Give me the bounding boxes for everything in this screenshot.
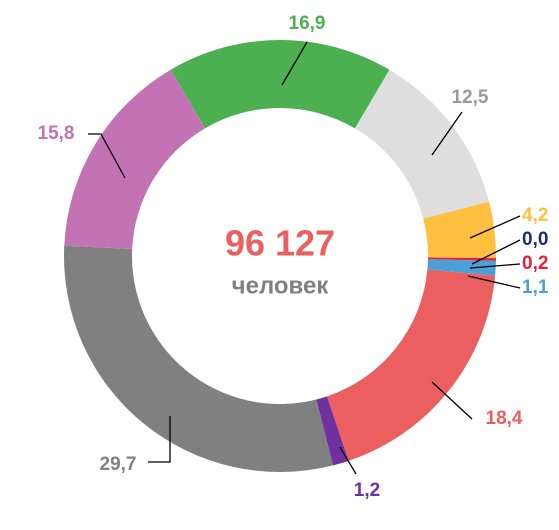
donut-slice bbox=[423, 201, 496, 259]
leader-line bbox=[88, 133, 126, 179]
donut-slice bbox=[64, 245, 333, 473]
data-label: 0,2 bbox=[522, 253, 548, 274]
donut-slice bbox=[64, 69, 206, 249]
data-label: 4,2 bbox=[522, 205, 548, 226]
leader-line bbox=[431, 381, 473, 420]
leader-line bbox=[471, 239, 521, 265]
data-label: 29,7 bbox=[100, 454, 137, 475]
data-label: 1,1 bbox=[522, 277, 549, 298]
leader-line bbox=[281, 41, 308, 86]
data-label: 0,0 bbox=[522, 229, 548, 250]
donut-slice bbox=[427, 259, 496, 276]
leader-line bbox=[469, 215, 521, 239]
donut-slice bbox=[170, 39, 390, 129]
data-label: 1,2 bbox=[354, 480, 380, 501]
data-label: 15,8 bbox=[38, 123, 75, 144]
leader-line bbox=[467, 275, 521, 289]
leader-line bbox=[431, 111, 463, 156]
data-label: 18,4 bbox=[486, 408, 523, 429]
leader-line bbox=[148, 416, 171, 463]
leader-line bbox=[339, 446, 357, 475]
donut-slice bbox=[354, 69, 490, 219]
center-subtitle: человек bbox=[232, 272, 330, 299]
donut-slice bbox=[327, 269, 496, 461]
data-label: 12,5 bbox=[452, 87, 489, 108]
center-title: 96 127 bbox=[225, 223, 335, 264]
data-label: 16,9 bbox=[289, 13, 326, 34]
leader-line bbox=[469, 263, 521, 269]
